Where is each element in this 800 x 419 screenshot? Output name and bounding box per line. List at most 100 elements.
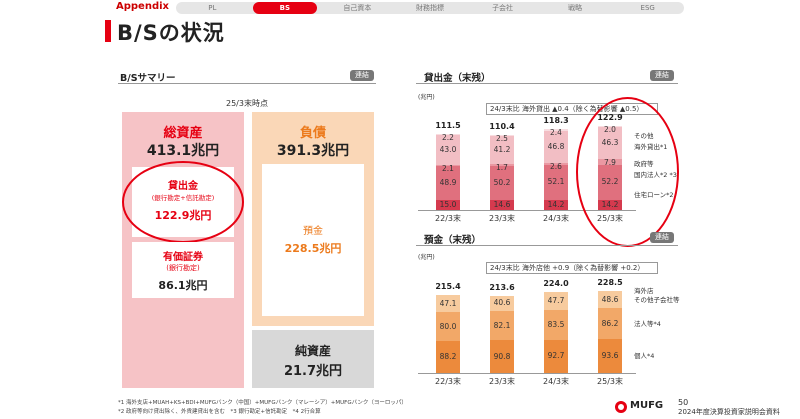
securities-sub: (銀行勘定) bbox=[166, 264, 200, 272]
securities-value: 86.1兆円 bbox=[158, 279, 208, 292]
deposits-annotation: 24/3末比 海外店他 +0.9（除く為替影響 +0.2） bbox=[486, 262, 658, 274]
x-tick-label: 22/3末 bbox=[435, 214, 461, 223]
data-label: 41.2 bbox=[493, 145, 511, 155]
bar-segment bbox=[436, 295, 460, 313]
total-label: 111.5 bbox=[435, 120, 461, 130]
tab-1[interactable]: BS bbox=[252, 2, 318, 14]
x-tick-label: 24/3末 bbox=[543, 214, 569, 223]
data-label: 40.6 bbox=[493, 298, 511, 308]
bar-segment bbox=[544, 292, 568, 310]
data-label: 2.4 bbox=[550, 128, 562, 138]
tab-4[interactable]: 子会社 bbox=[492, 4, 514, 12]
bar-segment bbox=[544, 129, 568, 131]
deposits-label: 預金 bbox=[303, 226, 323, 237]
bar-segment bbox=[490, 310, 514, 341]
data-label: 14.6 bbox=[493, 199, 511, 209]
x-tick-label: 23/3末 bbox=[489, 377, 515, 386]
bar-segment bbox=[544, 339, 568, 373]
data-label: 80.0 bbox=[439, 321, 457, 331]
bar-segment bbox=[598, 290, 622, 309]
securities-label: 有価証券 bbox=[163, 252, 203, 263]
bar-segment bbox=[544, 200, 568, 210]
legend-item: 個人*4 bbox=[634, 352, 655, 360]
data-label: 1.7 bbox=[496, 163, 508, 173]
total-label: 224.0 bbox=[543, 279, 569, 289]
bs-date: 25/3末時点 bbox=[226, 99, 268, 108]
mufg-logo-text: MUFG bbox=[630, 400, 664, 411]
total-label: 215.4 bbox=[435, 282, 461, 292]
bar-segment bbox=[436, 133, 460, 136]
bs-summary-header: B/Sサマリー bbox=[120, 73, 176, 84]
bar-segment bbox=[490, 165, 514, 200]
bar-segment bbox=[490, 136, 514, 165]
deposits-header-rule bbox=[416, 245, 678, 246]
data-label: 50.2 bbox=[493, 177, 511, 187]
total-assets-panel: 総資産 413.1兆円 貸出金 (銀行勘定+信託勘定) 122.9兆円 有価証券… bbox=[122, 112, 244, 388]
tab-5[interactable]: 戦略 bbox=[568, 4, 583, 12]
net-assets-panel: 純資産 21.7兆円 bbox=[252, 330, 374, 388]
bar-segment bbox=[436, 166, 460, 200]
loans-highlight-ellipse bbox=[576, 97, 679, 247]
total-label: 228.5 bbox=[597, 277, 623, 287]
legend-item: その他子会社等 bbox=[634, 296, 680, 304]
loans-chart-header: 貸出金（末残） bbox=[424, 73, 491, 84]
data-label: 2.1 bbox=[442, 163, 454, 173]
data-label: 83.5 bbox=[547, 319, 565, 329]
loans-header-rule bbox=[416, 83, 678, 84]
page-title: B/Sの状況 bbox=[117, 21, 225, 45]
tab-0[interactable]: PL bbox=[208, 4, 217, 12]
mufg-logo-icon bbox=[615, 401, 627, 413]
data-label: 52.1 bbox=[547, 177, 565, 187]
x-tick-label: 22/3末 bbox=[435, 377, 461, 386]
footnote-2: *2 政府等向け貸出除く、外貨建貸出を含む *3 銀行勘定+信託勘定 *4 2行… bbox=[118, 409, 321, 415]
tab-2[interactable]: 自己資本 bbox=[343, 4, 372, 12]
bar-segment bbox=[598, 339, 622, 373]
liabilities-panel: 負債 391.3兆円 預金 228.5兆円 bbox=[252, 112, 374, 326]
data-label: 43.0 bbox=[439, 145, 457, 155]
bs-header-rule bbox=[118, 83, 376, 84]
appendix-label: Appendix bbox=[116, 1, 169, 12]
legend-item: 海外店 bbox=[634, 287, 654, 295]
net-assets-value: 21.7兆円 bbox=[283, 364, 343, 379]
data-label: 14.2 bbox=[547, 200, 565, 210]
data-label: 92.7 bbox=[547, 351, 565, 361]
bar-segment bbox=[490, 199, 514, 210]
deposits-baseline bbox=[418, 373, 636, 374]
loans-unit: (兆円) bbox=[418, 94, 435, 101]
data-label: 2.5 bbox=[496, 133, 508, 143]
data-label: 86.2 bbox=[601, 318, 619, 328]
total-assets-label: 総資産 bbox=[163, 126, 203, 141]
bar-segment bbox=[436, 199, 460, 210]
bar-segment bbox=[544, 130, 568, 163]
loans-chart-badge: 連結 bbox=[650, 70, 674, 81]
securities-box: 有価証券 (銀行勘定) 86.1兆円 bbox=[132, 242, 234, 298]
document-title: 2024年度決算投資家説明会資料 bbox=[678, 408, 780, 416]
data-label: 2.2 bbox=[442, 132, 454, 142]
bar-segment bbox=[436, 135, 460, 165]
loans-highlight-circle bbox=[122, 161, 244, 243]
data-label: 48.9 bbox=[439, 177, 457, 187]
legend-item: 法人等*4 bbox=[634, 320, 661, 328]
bar-segment bbox=[544, 164, 568, 201]
tab-6[interactable]: ESG bbox=[640, 4, 655, 12]
bs-consolidated-badge: 連結 bbox=[350, 70, 374, 81]
total-label: 118.3 bbox=[543, 116, 569, 126]
bar-segment bbox=[436, 164, 460, 167]
data-label: 93.6 bbox=[601, 351, 619, 361]
title-accent-bar bbox=[105, 20, 111, 42]
total-label: 213.6 bbox=[489, 283, 515, 293]
bar-segment bbox=[490, 134, 514, 137]
total-assets-value: 413.1兆円 bbox=[146, 143, 220, 159]
x-tick-label: 23/3末 bbox=[489, 214, 515, 223]
data-label: 90.8 bbox=[493, 351, 511, 361]
data-label: 46.8 bbox=[547, 141, 565, 151]
data-label: 47.1 bbox=[439, 298, 457, 308]
liabilities-value: 391.3兆円 bbox=[276, 143, 350, 159]
x-tick-label: 25/3末 bbox=[597, 377, 623, 386]
deposits-value: 228.5兆円 bbox=[284, 242, 342, 255]
data-label: 88.2 bbox=[439, 352, 457, 362]
tab-3[interactable]: 財務指標 bbox=[415, 4, 444, 12]
deposits-box: 預金 228.5兆円 bbox=[262, 164, 364, 316]
net-assets-label: 純資産 bbox=[294, 344, 331, 358]
deposits-chart-badge: 連結 bbox=[650, 232, 674, 243]
